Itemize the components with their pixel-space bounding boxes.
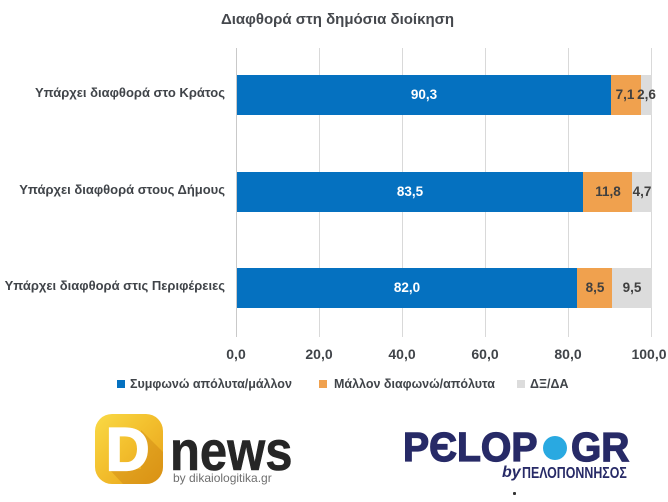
svg-text:D: D: [106, 416, 149, 483]
